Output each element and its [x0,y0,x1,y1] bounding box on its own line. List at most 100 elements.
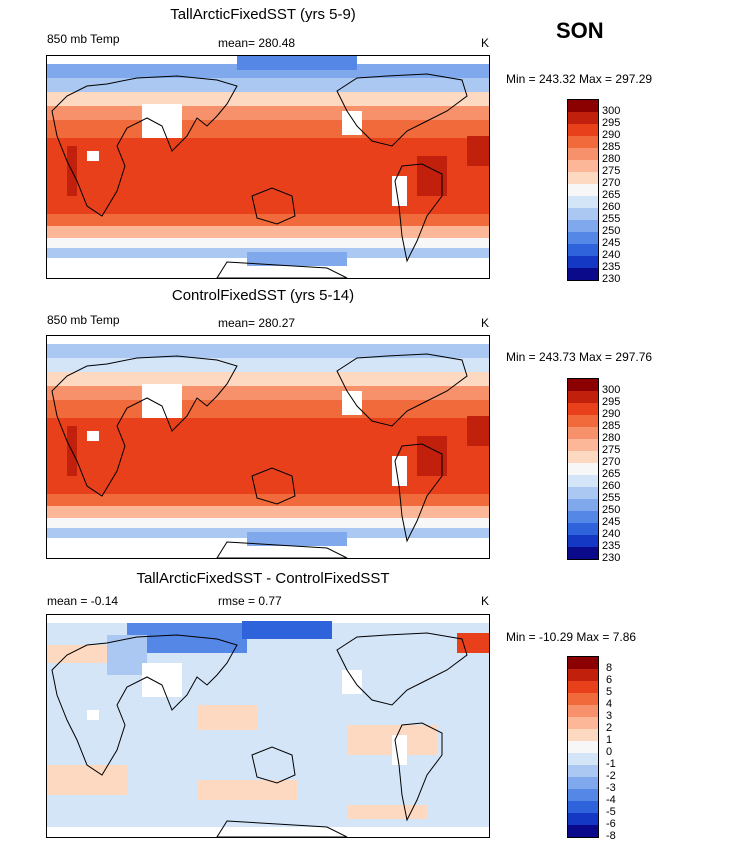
panel3-minmax: Min = -10.29 Max = 7.86 [506,630,637,644]
panel2-colorbar [567,378,599,560]
colorbar-swatch [568,403,598,415]
colorbar-tick-label: 270 [602,177,621,189]
colorbar-tick-label: -8 [606,830,616,842]
colorbar-swatch [568,813,598,825]
panel2-variable: 850 mb Temp [47,313,120,327]
colorbar-tick-label: 5 [606,686,613,698]
colorbar-swatch [568,681,598,693]
colorbar-tick-label: 240 [602,528,621,540]
colorbar-swatch [568,693,598,705]
colorbar-tick-label: 265 [602,189,621,201]
panel1-colorbar-labels: 300 295 290 285 280 275 270 265 260 255 … [602,105,620,285]
colorbar-tick-label: 290 [602,408,621,420]
colorbar-tick-label: 245 [602,237,621,249]
colorbar-swatch [568,523,598,535]
colorbar-tick-label: 260 [602,201,621,213]
colorbar-tick-label: 300 [602,384,621,396]
colorbar-tick-label: 240 [602,249,621,261]
colorbar-tick-label: 255 [602,492,621,504]
colorbar-tick-label: 230 [602,552,621,564]
colorbar-swatch [568,705,598,717]
colorbar-swatch [568,256,598,268]
colorbar-swatch [568,451,598,463]
colorbar-tick-label: -3 [606,782,616,794]
colorbar-tick-label: 285 [602,420,621,432]
colorbar-swatch [568,220,598,232]
panel3-colorbar [567,656,599,838]
colorbar-tick-label: 235 [602,261,621,273]
colorbar-swatch [568,148,598,160]
colorbar-swatch [568,777,598,789]
panel2-map-svg [47,336,489,558]
colorbar-swatch [568,427,598,439]
colorbar-swatch [568,487,598,499]
panel1-variable: 850 mb Temp [47,32,120,46]
panel3-map-svg [47,615,489,837]
colorbar-swatch [568,475,598,487]
colorbar-tick-label: 275 [602,165,621,177]
colorbar-tick-label: 280 [602,432,621,444]
panel1-colorbar [567,99,599,281]
colorbar-swatch [568,463,598,475]
colorbar-tick-label: 290 [602,129,621,141]
colorbar-swatch [568,801,598,813]
colorbar-tick-label: 295 [602,117,621,129]
colorbar-swatch [568,100,598,112]
panel3-mean: mean = -0.14 [47,594,119,608]
panel3-colorbar-labels: 8 6 5 4 3 2 1 0 -1 -2 -3 -4 -5 -6 -8 [606,662,616,842]
colorbar-tick-label: 250 [602,225,621,237]
colorbar-swatch [568,136,598,148]
colorbar-tick-label: 230 [602,273,621,285]
colorbar-tick-label: 285 [602,141,621,153]
panel1-mean: mean= 280.48 [218,36,296,50]
colorbar-swatch [568,196,598,208]
colorbar-swatch [568,669,598,681]
colorbar-swatch [568,184,598,196]
panel1-units: K [481,36,490,50]
colorbar-tick-label: -5 [606,806,616,818]
colorbar-tick-label: 3 [606,710,613,722]
colorbar-tick-label: 295 [602,396,621,408]
panel2-units: K [481,316,490,330]
colorbar-tick-label: 245 [602,516,621,528]
panel2-colorbar-labels: 300 295 290 285 280 275 270 265 260 255 … [602,384,620,564]
colorbar-swatch [568,547,598,559]
colorbar-tick-label: 1 [606,734,613,746]
colorbar-swatch [568,789,598,801]
colorbar-tick-label: 6 [606,674,613,686]
colorbar-tick-label: 280 [602,153,621,165]
colorbar-tick-label: 8 [606,662,613,674]
panel2-mean: mean= 280.27 [218,316,296,330]
colorbar-swatch [568,657,598,669]
panel2-title: ControlFixedSST (yrs 5-14) [171,287,355,304]
panel3-map [46,614,490,838]
colorbar-swatch [568,753,598,765]
colorbar-tick-label: -4 [606,794,616,806]
panel2-map [46,335,490,559]
colorbar-tick-label: -6 [606,818,616,830]
colorbar-swatch [568,825,598,837]
colorbar-swatch [568,112,598,124]
panel2-minmax: Min = 243.73 Max = 297.76 [506,350,653,364]
panel1-map-svg [47,56,489,278]
colorbar-swatch [568,208,598,220]
colorbar-swatch [568,268,598,280]
colorbar-swatch [568,172,598,184]
colorbar-tick-label: 275 [602,444,621,456]
panel3-rmse: rmse = 0.77 [218,594,282,608]
colorbar-tick-label: -1 [606,758,616,770]
colorbar-swatch [568,741,598,753]
panel1-title: TallArcticFixedSST (yrs 5-9) [170,6,356,23]
colorbar-tick-label: 250 [602,504,621,516]
colorbar-swatch [568,535,598,547]
panel1-map [46,55,490,279]
colorbar-swatch [568,244,598,256]
colorbar-swatch [568,124,598,136]
colorbar-swatch [568,160,598,172]
colorbar-swatch [568,729,598,741]
colorbar-swatch [568,415,598,427]
colorbar-swatch [568,391,598,403]
colorbar-swatch [568,765,598,777]
colorbar-tick-label: 260 [602,480,621,492]
colorbar-tick-label: 255 [602,213,621,225]
